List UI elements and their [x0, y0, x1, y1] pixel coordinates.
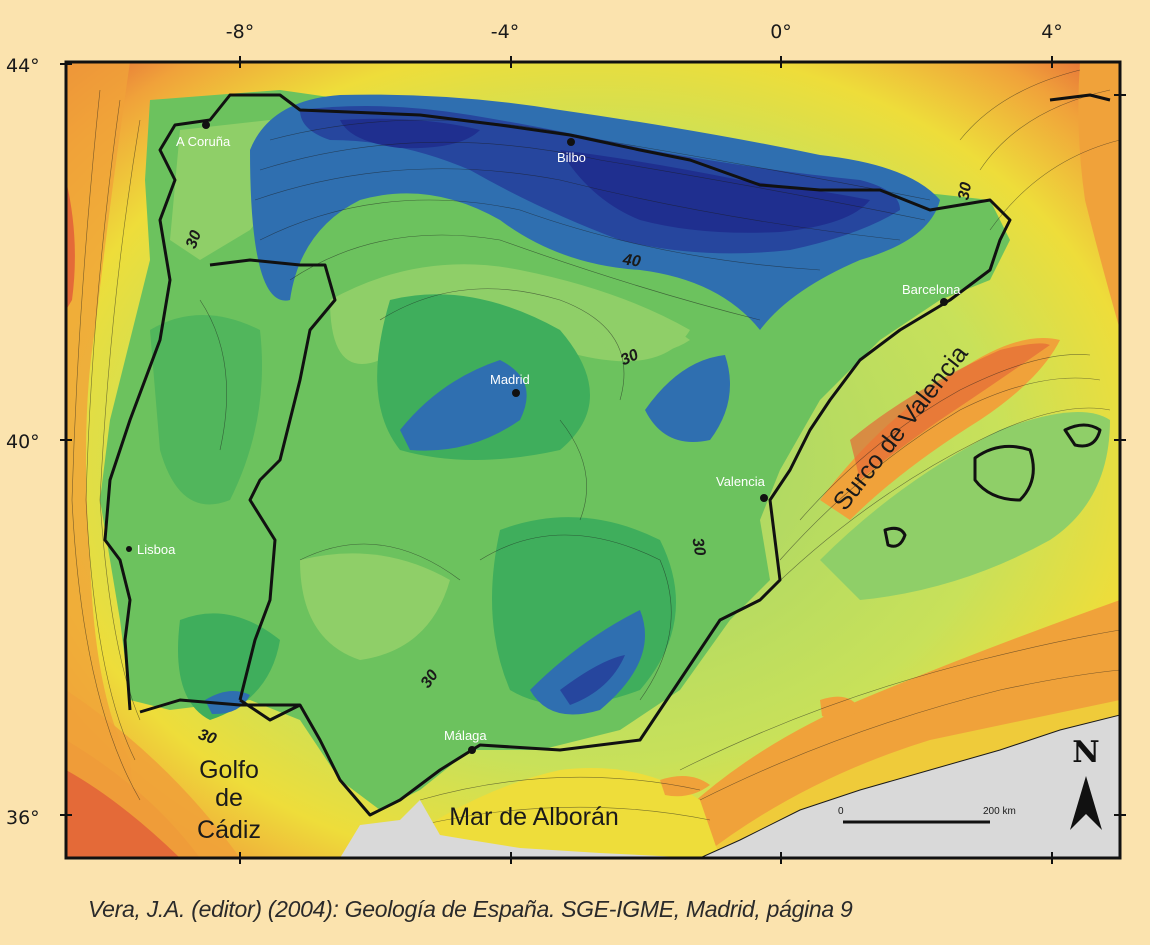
contour-label: 30 [618, 346, 641, 369]
city-label-lisboa: Lisboa [137, 542, 176, 557]
sea-label-de: de [215, 784, 243, 812]
madrid-blue-zone [400, 360, 527, 451]
sea-label-cadiz: Cádiz [197, 816, 261, 844]
lat-tick-label: 44° [6, 55, 40, 77]
scale-start-label: 0 [838, 806, 844, 817]
betic-blue-zone [530, 610, 645, 715]
city-label-bilbo: Bilbo [557, 150, 586, 165]
contour-lines [71, 69, 1120, 831]
north-label: N [1072, 735, 1099, 770]
source-caption: Vera, J.A. (editor) (2004): Geología de … [88, 896, 853, 922]
sea-label-golfo: Golfo [199, 756, 259, 784]
map-frame [64, 60, 1122, 860]
africa-coast [340, 800, 700, 858]
city-label-valencia: Valencia [716, 474, 766, 489]
scale-bar: 0 200 km [838, 806, 1016, 824]
contour-label: 30 [183, 228, 205, 251]
city-label-malaga: Málaga [444, 728, 487, 743]
city-label-madrid: Madrid [490, 372, 530, 387]
city-markers [126, 121, 948, 754]
north-arrow-icon [1070, 776, 1102, 830]
sea-label-mar-de-alboran: Mar de Alborán [449, 803, 619, 831]
map-field [66, 62, 1120, 858]
valencia-trough-band [820, 338, 1060, 520]
lon-tick-label: -4° [491, 21, 519, 43]
axis-ticks [60, 56, 1126, 864]
contour-label: 40 [621, 251, 642, 270]
contour-label: 30 [955, 181, 975, 202]
lon-tick-label: 4° [1041, 21, 1063, 43]
city-label-a-coruna: A Coruña [176, 134, 231, 149]
lon-tick-label: -8° [226, 21, 254, 43]
north-arrow: N [1070, 735, 1102, 830]
city-label-barcelona: Barcelona [902, 282, 961, 297]
scale-end-label: 200 km [983, 806, 1016, 817]
lon-tick-label: 0° [770, 21, 792, 43]
contour-label: 30 [688, 537, 708, 558]
lat-tick-label: 40° [6, 431, 40, 453]
contour-label: 30 [196, 726, 219, 748]
lat-tick-label: 36° [6, 807, 40, 829]
